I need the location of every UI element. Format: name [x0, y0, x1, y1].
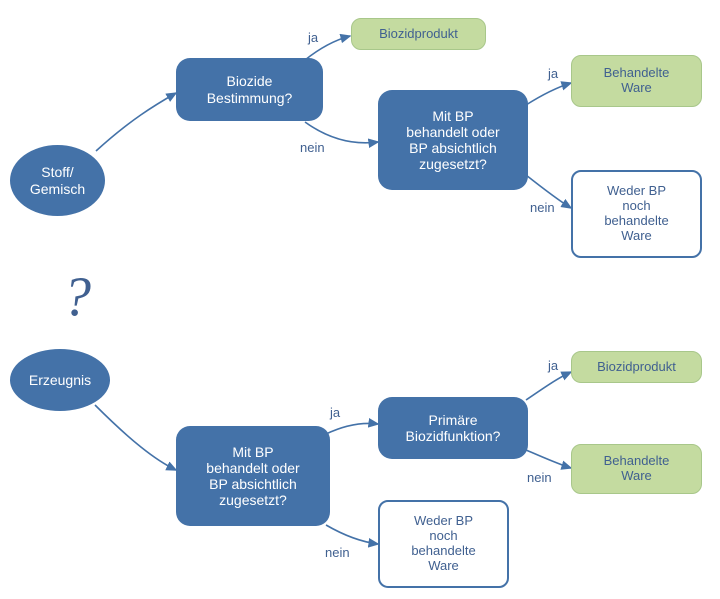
node-end-behandelte-ware-bot: BehandelteWare — [571, 444, 702, 494]
question-mark: ? — [63, 265, 91, 329]
edge-label: ja — [548, 358, 558, 373]
node-decision-biozide-bestimmung: BiozideBestimmung? — [176, 58, 323, 121]
node-decision-bp-behandelt-bot: Mit BPbehandelt oderBP absichtlichzugese… — [176, 426, 330, 526]
flowchart-canvas: Stoff/Gemisch Erzeugnis BiozideBestimmun… — [0, 0, 720, 599]
edge-label: ja — [548, 66, 558, 81]
node-start-erzeugnis: Erzeugnis — [10, 349, 110, 411]
edge-label: nein — [300, 140, 325, 155]
edge-arrow — [526, 450, 571, 468]
edge-label: ja — [330, 405, 340, 420]
node-start-stoff-gemisch: Stoff/Gemisch — [10, 145, 105, 216]
node-end-biozidprodukt-bot: Biozidprodukt — [571, 351, 702, 383]
edge-label: nein — [530, 200, 555, 215]
node-decision-primaere-biozidfunktion: PrimäreBiozidfunktion? — [378, 397, 528, 459]
node-end-biozidprodukt-top: Biozidprodukt — [351, 18, 486, 50]
edge-label: ja — [308, 30, 318, 45]
node-decision-bp-behandelt-top: Mit BPbehandelt oderBP absichtlichzugese… — [378, 90, 528, 190]
edge-label: nein — [325, 545, 350, 560]
edge-arrow — [326, 423, 378, 434]
edge-arrow — [96, 93, 176, 151]
edge-arrow — [526, 83, 571, 105]
edge-arrow — [326, 525, 378, 544]
node-end-behandelte-ware-top: BehandelteWare — [571, 55, 702, 107]
edge-arrow — [526, 372, 571, 400]
node-end-weder-noch-bot: Weder BPnochbehandelteWare — [378, 500, 509, 588]
edge-arrow — [95, 405, 176, 470]
edge-label: nein — [527, 470, 552, 485]
node-end-weder-noch-top: Weder BPnochbehandelteWare — [571, 170, 702, 258]
